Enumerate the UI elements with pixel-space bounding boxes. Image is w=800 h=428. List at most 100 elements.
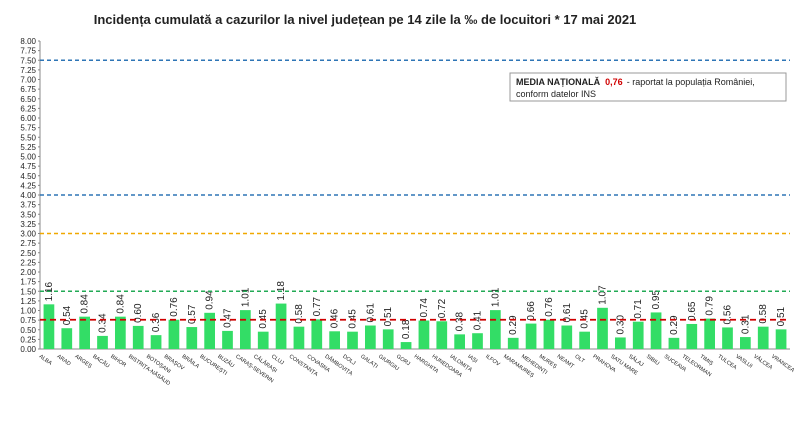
data-label: 0.77 [312,296,323,316]
y-tick-label: 7.25 [20,66,36,75]
x-tick-label: NEAMȚ [556,354,576,370]
bar [347,331,358,349]
bar [472,333,483,349]
y-tick-label: 0.00 [20,345,36,354]
data-label: 0.31 [740,314,751,334]
annotation-value: 0,76 [605,77,623,87]
data-label: 0.30 [615,315,626,335]
y-tick-label: 7.00 [20,76,36,85]
y-tick-label: 4.50 [20,172,36,181]
bar [186,327,198,349]
y-tick-label: 5.75 [20,124,36,133]
y-tick-label: 1.00 [20,307,36,316]
data-label: 0.41 [473,310,484,330]
x-tick-label: BIHOR [109,354,127,369]
annotation-box [509,72,787,102]
bar [115,316,126,349]
data-label: 0.47 [223,308,234,328]
x-tick-label: IAȘI [466,354,478,365]
y-tick-label: 7.50 [20,56,36,65]
y-tick-label: 1.75 [20,278,36,287]
data-label: 0.84 [80,294,91,314]
x-tick-label: BACĂU [91,353,111,370]
bar [311,319,323,349]
chart-title: Incidența cumulată a cazurilor la nivel … [94,12,637,27]
bar [757,326,769,349]
data-label: 0.76 [169,297,180,317]
data-label: 1.01 [490,287,501,307]
data-label: 0.76 [544,297,555,317]
data-label: 0.36 [151,312,162,332]
data-label: 0.58 [758,304,769,324]
data-label: 0.29 [669,315,680,335]
data-label: 0.95 [651,290,662,310]
bar [257,331,269,349]
data-label: 0.61 [562,303,573,323]
bar [240,310,251,349]
bar [204,312,215,349]
y-tick-label: 5.25 [20,143,36,152]
annotation: MEDIA NAȚIONALĂ 0,76 - raportat la populaț… [516,77,755,87]
data-label: 0.18 [401,319,412,339]
bar [615,337,626,349]
x-tick-label: ALBA [38,354,53,367]
x-tick-label: ARGEȘ [73,354,92,370]
y-tick-label: 7.75 [20,47,36,56]
y-tick-label: 6.00 [20,114,36,123]
data-label: 0.79 [705,296,716,316]
data-label: 0.61 [365,303,376,323]
data-label: 0.66 [526,301,537,321]
bar [525,323,537,349]
bar [150,335,162,349]
bar [722,327,733,349]
y-tick-label: 2.50 [20,249,36,258]
y-tick-label: 2.00 [20,268,36,277]
bar [668,337,680,349]
x-tick-label: ARAD [56,354,72,368]
data-label: 0.54 [62,305,73,325]
y-tick-label: 2.75 [20,239,36,248]
data-label: 0.65 [687,301,698,321]
x-tick-label: ILFOV [484,354,501,368]
y-tick-label: 3.00 [20,230,36,239]
bar [579,331,590,349]
data-label: 0.58 [294,304,305,324]
bar [365,325,376,349]
bar [61,328,73,349]
bar [436,321,448,349]
data-label: 0.29 [508,315,519,335]
bar [704,318,715,349]
data-label: 0.60 [133,303,144,323]
data-label: 0.56 [723,305,734,325]
bar [79,316,90,349]
y-tick-label: 6.25 [20,104,36,113]
annotation-note: conform datelor INS [516,89,596,99]
data-label: 0.46 [330,308,341,328]
bar [168,319,180,349]
bar [507,337,519,349]
bar [275,303,287,349]
y-tick-label: 1.50 [20,287,36,296]
y-tick-label: 5.00 [20,153,36,162]
bar [418,320,430,349]
bar [329,331,340,349]
bar [132,325,144,349]
y-tick-label: 4.25 [20,181,36,190]
y-tick-label: 8.00 [20,37,36,46]
y-tick-label: 4.00 [20,191,36,200]
y-tick-label: 0.50 [20,326,36,335]
y-tick-label: 0.25 [20,335,36,344]
data-label: 0.72 [437,298,448,318]
bar [222,330,233,349]
data-label: 0.51 [383,306,394,326]
y-tick-label: 3.50 [20,210,36,219]
bar [543,319,555,349]
bar [454,334,465,349]
y-tick-label: 0.75 [20,316,36,325]
y-tick-label: 3.75 [20,201,36,210]
data-label: 0.84 [115,294,126,314]
y-tick-label: 5.50 [20,133,36,142]
bar [43,304,55,349]
y-tick-label: 6.50 [20,95,36,104]
